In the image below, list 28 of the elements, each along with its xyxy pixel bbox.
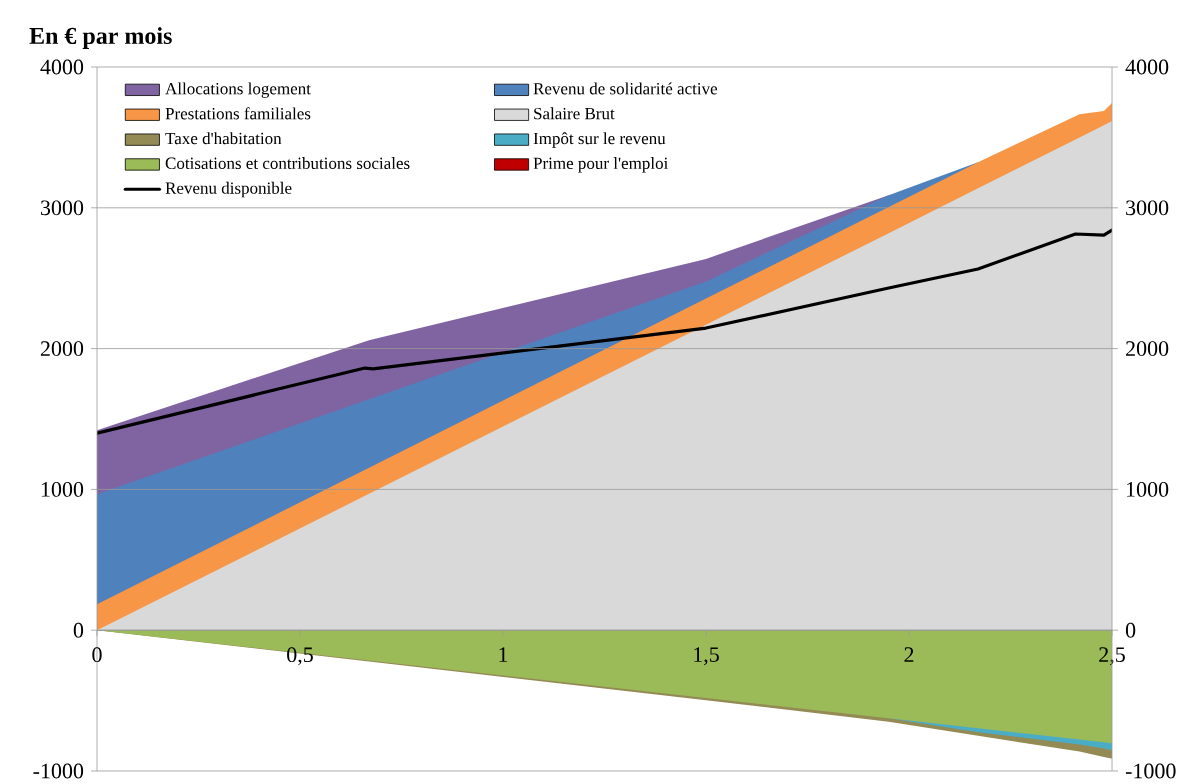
y2-tick-label: 3000	[1126, 200, 1169, 216]
y-tick-label: 0	[73, 622, 84, 638]
x-tick-label: 1	[499, 647, 508, 662]
y-tick-label: 2000	[40, 341, 84, 357]
y2-tick-label: 4000	[1125, 59, 1169, 75]
chart-title: En € par mois	[29, 27, 172, 49]
x-tick-label: 1,5	[694, 647, 719, 666]
y2-tick-label: 2000	[1126, 341, 1169, 357]
x-tick-label: 0	[92, 647, 102, 663]
y-tick-label: 4000	[40, 59, 84, 75]
legend-label: Prestations familiales	[165, 107, 311, 120]
legend-label: Salaire Brut	[534, 107, 615, 120]
legend-label: Revenu de solidarité active	[533, 82, 718, 95]
y-tick-label: 1000	[41, 481, 84, 497]
x-tick-label: 2	[904, 647, 914, 662]
line-series	[97, 228, 1113, 435]
legend-label: Prime pour l'emploi	[533, 157, 668, 173]
x-tick-label: 2,5	[1099, 647, 1125, 666]
y-tick-label: 3000	[41, 200, 84, 216]
legend-label: Impôt sur le revenu	[533, 132, 666, 148]
y2-tick-label: -1000	[1125, 763, 1176, 779]
legend-label: Allocations logement	[165, 82, 311, 98]
legend-label: Revenu disponible	[165, 181, 292, 198]
legend-label: Taxe d'habitation	[165, 132, 282, 145]
y-tick-label: -1000	[33, 763, 84, 779]
y2-tick-label: 1000	[1127, 481, 1169, 497]
legend-label: Cotisations et contributions sociales	[165, 157, 410, 170]
y2-tick-label: 0	[1125, 622, 1136, 638]
